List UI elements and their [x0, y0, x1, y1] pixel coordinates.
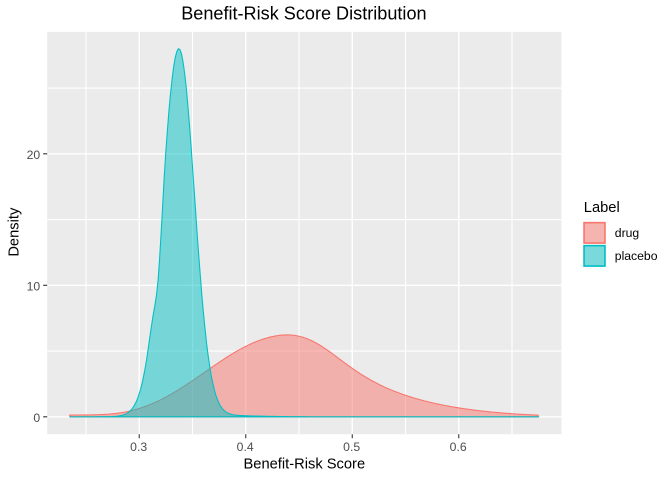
svg-text:0.3: 0.3	[130, 440, 147, 454]
svg-text:placebo: placebo	[615, 249, 658, 263]
svg-text:drug: drug	[615, 226, 639, 240]
svg-text:Benefit-Risk Score: Benefit-Risk Score	[243, 457, 365, 473]
svg-text:10: 10	[27, 280, 41, 294]
svg-text:0.6: 0.6	[450, 440, 467, 454]
svg-text:20: 20	[27, 148, 41, 162]
svg-text:Benefit-Risk Score Distributio: Benefit-Risk Score Distribution	[181, 4, 426, 24]
svg-text:Density: Density	[6, 207, 22, 257]
svg-text:0.5: 0.5	[343, 440, 360, 454]
svg-text:0: 0	[33, 411, 40, 425]
svg-text:Label: Label	[584, 200, 620, 216]
svg-text:0.4: 0.4	[237, 440, 254, 454]
